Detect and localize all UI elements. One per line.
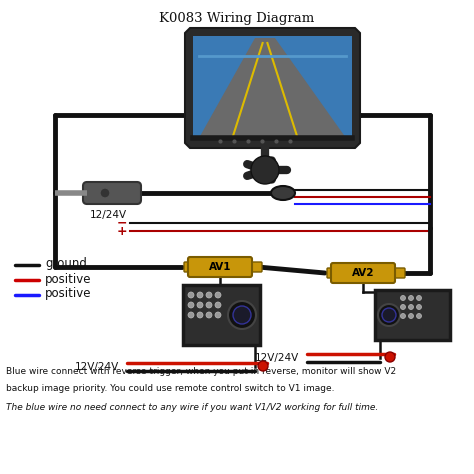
Circle shape — [197, 302, 203, 308]
Polygon shape — [185, 28, 360, 148]
FancyBboxPatch shape — [331, 263, 395, 283]
Circle shape — [258, 361, 268, 371]
Text: +: + — [117, 225, 127, 237]
Circle shape — [188, 312, 194, 318]
FancyBboxPatch shape — [375, 290, 450, 340]
Circle shape — [417, 295, 421, 301]
Circle shape — [100, 188, 110, 198]
Circle shape — [409, 295, 413, 301]
Circle shape — [401, 304, 405, 310]
Circle shape — [197, 292, 203, 298]
Text: backup image priority. You could use remote control switch to V1 image.: backup image priority. You could use rem… — [6, 384, 335, 393]
Text: 12V/24V: 12V/24V — [75, 362, 119, 372]
Text: K0083 Wiring Diagram: K0083 Wiring Diagram — [159, 12, 315, 25]
Text: AV2: AV2 — [352, 268, 374, 278]
Circle shape — [197, 312, 203, 318]
Text: 12/24V: 12/24V — [90, 210, 127, 220]
Circle shape — [409, 313, 413, 319]
FancyBboxPatch shape — [193, 36, 352, 140]
Polygon shape — [199, 38, 346, 138]
FancyBboxPatch shape — [252, 262, 262, 272]
FancyBboxPatch shape — [327, 268, 337, 278]
Circle shape — [188, 292, 194, 298]
Text: positive: positive — [45, 273, 91, 285]
Circle shape — [251, 156, 279, 184]
Text: AV1: AV1 — [209, 262, 231, 272]
Circle shape — [382, 308, 396, 322]
Circle shape — [215, 302, 221, 308]
FancyBboxPatch shape — [188, 257, 252, 277]
FancyBboxPatch shape — [183, 285, 260, 345]
Circle shape — [228, 301, 256, 329]
Circle shape — [417, 304, 421, 310]
Text: 12V/24V: 12V/24V — [255, 353, 299, 363]
Circle shape — [417, 313, 421, 319]
Circle shape — [378, 304, 400, 326]
Text: −: − — [117, 217, 127, 229]
FancyBboxPatch shape — [395, 268, 405, 278]
FancyBboxPatch shape — [184, 262, 194, 272]
Circle shape — [206, 292, 212, 298]
Circle shape — [401, 313, 405, 319]
Circle shape — [233, 306, 251, 324]
Circle shape — [385, 352, 395, 362]
Text: The blue wire no need connect to any wire if you want V1/V2 working for full tim: The blue wire no need connect to any wir… — [6, 403, 378, 412]
Circle shape — [215, 292, 221, 298]
Circle shape — [215, 312, 221, 318]
Circle shape — [401, 295, 405, 301]
Text: Blue wire connect with reverse trigger, when you put in reverse, monitor will sh: Blue wire connect with reverse trigger, … — [6, 367, 396, 376]
Text: ground: ground — [45, 257, 87, 271]
Text: positive: positive — [45, 288, 91, 301]
Circle shape — [206, 302, 212, 308]
Circle shape — [409, 304, 413, 310]
Circle shape — [206, 312, 212, 318]
Ellipse shape — [271, 186, 295, 200]
Circle shape — [188, 302, 194, 308]
FancyBboxPatch shape — [83, 182, 141, 204]
